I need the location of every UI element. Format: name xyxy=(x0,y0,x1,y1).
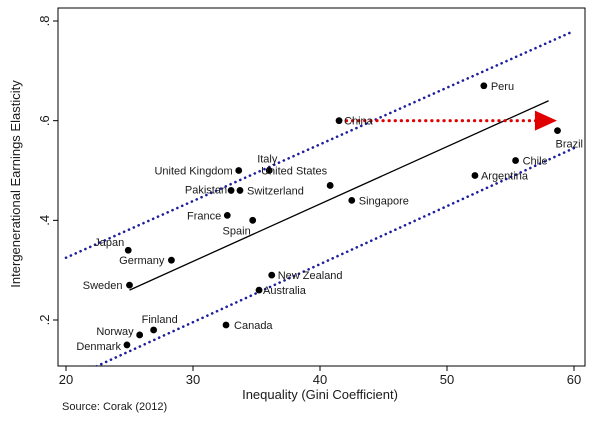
y-axis-label: Intergenerational Earnings Elasticity xyxy=(8,80,23,288)
data-point-label: Finland xyxy=(142,314,178,326)
data-point xyxy=(554,127,561,135)
x-tick-label: 30 xyxy=(186,372,200,387)
x-tick-label: 40 xyxy=(313,372,327,387)
lower-confidence-band xyxy=(93,146,576,366)
data-point-label: Norway xyxy=(96,326,134,338)
data-point-label: Italy xyxy=(257,154,278,166)
data-point xyxy=(136,331,144,339)
plot-frame xyxy=(57,7,586,367)
data-point-label: Singapore xyxy=(359,195,409,207)
x-tick-label: 60 xyxy=(567,372,581,387)
data-point-label: Argentina xyxy=(481,170,529,182)
data-point xyxy=(223,211,231,219)
data-point-label: Australia xyxy=(263,285,307,297)
data-point-label: United Kingdom xyxy=(154,166,232,178)
data-point-label: New Zealand xyxy=(278,270,343,282)
data-point xyxy=(255,286,263,294)
data-point xyxy=(326,182,334,189)
annotation-arrow-head xyxy=(534,110,557,131)
data-point xyxy=(126,281,133,289)
data-point xyxy=(168,256,175,264)
y-tick-label: .6 xyxy=(37,115,52,126)
data-point xyxy=(227,187,235,194)
x-tick-label: 50 xyxy=(440,372,454,387)
data-point xyxy=(512,157,519,164)
data-point-label: China xyxy=(344,116,374,128)
x-tick-label: 20 xyxy=(59,372,73,387)
data-point-label: Canada xyxy=(234,320,273,332)
data-point-label: Switzerland xyxy=(247,185,304,197)
data-point-label: Denmark xyxy=(76,341,121,353)
data-point-label: Germany xyxy=(119,255,165,267)
data-point-label: Japan xyxy=(94,237,124,249)
data-point-label: Chile xyxy=(523,156,548,168)
data-point xyxy=(335,117,343,125)
y-tick-label: .2 xyxy=(37,315,52,326)
data-point xyxy=(222,321,230,329)
plot-area: Denmark Norway Finland Sweden Germany Japan Ca… xyxy=(64,29,583,366)
data-point xyxy=(235,167,243,174)
data-point-label: Sweden xyxy=(83,280,123,292)
y-tick-label: .4 xyxy=(37,215,52,226)
data-point xyxy=(123,341,131,349)
data-point xyxy=(265,167,273,174)
y-tick-label: .8 xyxy=(37,16,52,27)
data-point xyxy=(124,246,132,254)
data-point-label: Pakistan xyxy=(185,184,227,196)
data-point xyxy=(268,271,276,279)
data-point xyxy=(249,216,257,224)
data-point xyxy=(480,82,488,90)
data-point xyxy=(348,197,356,204)
data-point xyxy=(236,187,244,194)
data-point-label: Spain xyxy=(223,225,251,237)
data-point-label: Brazil xyxy=(555,139,583,151)
data-point-label: Peru xyxy=(491,81,514,93)
data-point-label: United States xyxy=(261,165,328,177)
fit-line xyxy=(129,100,549,291)
data-point xyxy=(150,326,158,334)
x-axis-label: Inequality (Gini Coefficient) xyxy=(242,387,398,402)
data-point xyxy=(471,172,479,179)
data-point-label: France xyxy=(187,210,221,222)
upper-confidence-band xyxy=(64,29,576,260)
source-note: Source: Corak (2012) xyxy=(62,401,168,413)
